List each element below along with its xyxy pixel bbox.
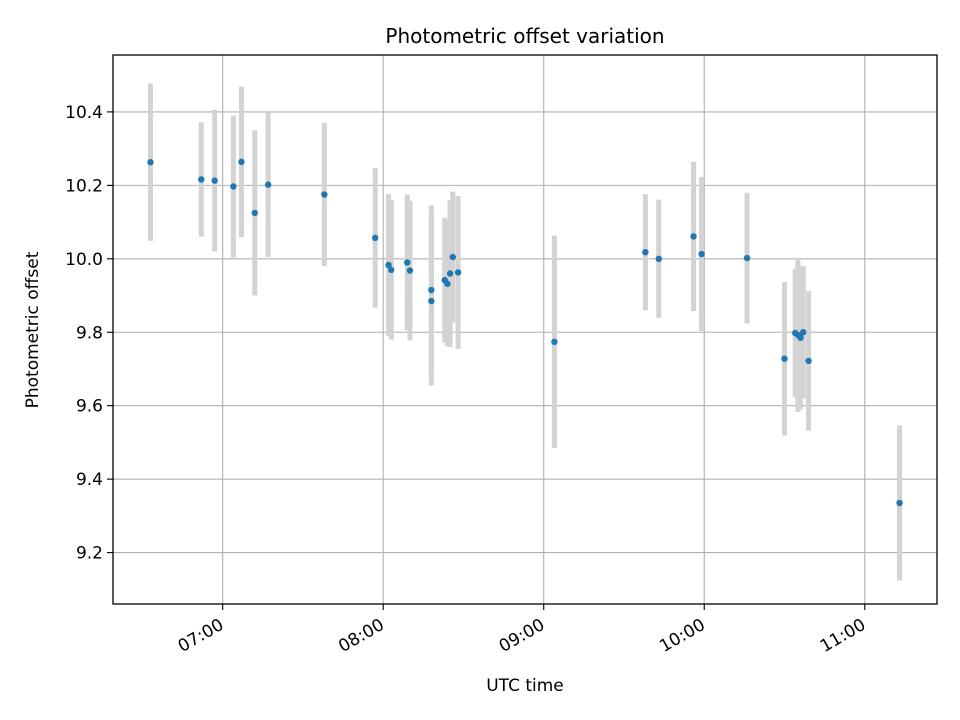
data-point — [800, 329, 807, 336]
y-tick-label: 9.2 — [76, 544, 103, 564]
data-point — [404, 259, 411, 266]
data-point — [251, 209, 258, 217]
data-point — [371, 234, 379, 242]
data-point — [388, 266, 395, 274]
data-point — [449, 253, 456, 261]
data-point — [444, 280, 451, 287]
data-point — [230, 183, 237, 190]
data-point — [698, 250, 705, 258]
data-point — [385, 261, 392, 269]
data-point — [781, 355, 788, 362]
data-point — [264, 181, 272, 188]
data-point — [655, 255, 662, 263]
data-point — [551, 338, 558, 346]
grid — [113, 55, 937, 604]
x-axis-label: UTC time — [486, 676, 564, 696]
data-point — [743, 254, 751, 262]
data-point — [198, 176, 205, 183]
data-point — [797, 334, 804, 341]
chart-title: Photometric offset variation — [385, 24, 664, 48]
y-axis-label: Photometric offset — [23, 251, 43, 408]
data-point — [238, 158, 245, 166]
y-tick-label: 9.6 — [76, 397, 103, 417]
y-tick-label: 9.4 — [76, 470, 103, 490]
data-point — [446, 270, 454, 277]
data-point — [321, 191, 328, 198]
y-tick-label: 10.0 — [65, 250, 103, 270]
data-point — [406, 267, 414, 274]
y-tick-label: 10.4 — [65, 103, 103, 123]
data-point — [428, 297, 435, 305]
plot-frame — [112, 54, 938, 605]
y-tick-label: 9.8 — [76, 323, 103, 343]
data-point — [454, 269, 462, 276]
data-point — [642, 248, 649, 256]
data-point — [805, 357, 812, 365]
y-tick-label: 10.2 — [65, 176, 103, 196]
data-point — [147, 159, 154, 166]
data-point — [896, 499, 903, 507]
data-point — [690, 233, 697, 240]
data-point — [211, 177, 218, 184]
data-points — [147, 158, 903, 507]
data-point — [428, 286, 435, 294]
